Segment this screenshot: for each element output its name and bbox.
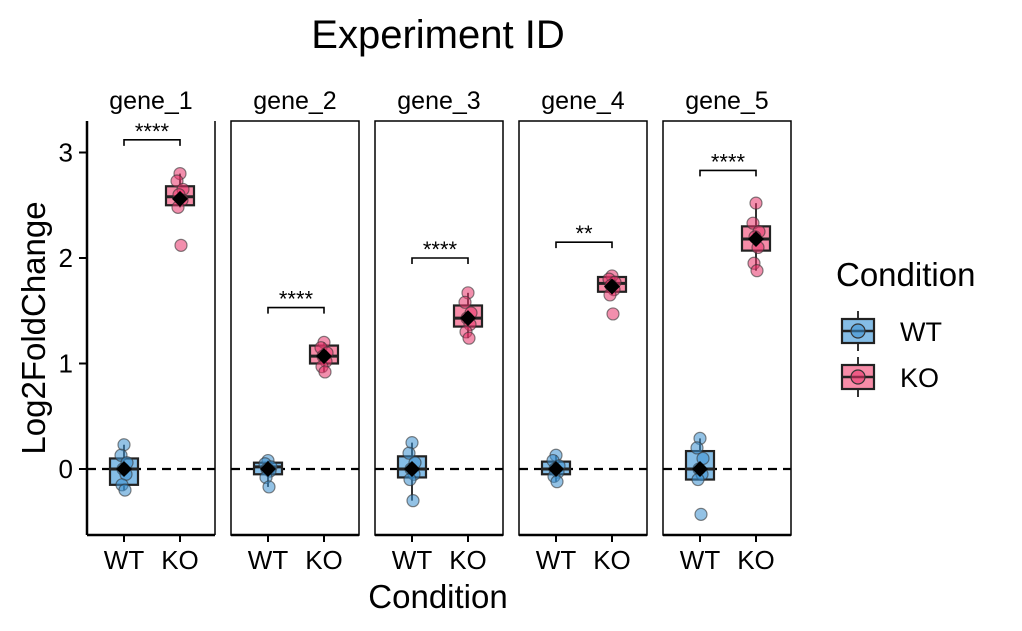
legend-label: KO: [900, 363, 939, 393]
data-point: [262, 480, 276, 494]
x-tick-label: KO: [737, 545, 775, 575]
legend-key-point: [850, 323, 866, 339]
mean-marker: [404, 461, 420, 477]
x-tick-label: WT: [248, 545, 289, 575]
mean-marker: [748, 231, 764, 248]
box-ko: [308, 335, 340, 379]
legend-key-point: [850, 369, 866, 385]
significance-label: ****: [423, 237, 458, 262]
panel-border: [518, 120, 648, 536]
significance-bracket: [123, 139, 181, 146]
data-point: [606, 307, 620, 321]
data-point: [749, 196, 763, 210]
facet-label: gene_2: [253, 87, 336, 115]
panel-border: [230, 120, 360, 536]
significance-bracket: [267, 306, 325, 314]
mean-marker: [548, 461, 564, 477]
mean-marker: [260, 461, 276, 477]
data-point: [403, 472, 417, 487]
mean-marker: [316, 348, 332, 365]
data-point: [118, 483, 132, 497]
x-axis-label: Condition: [368, 578, 507, 615]
y-tick-label: 3: [59, 138, 73, 168]
data-point: [174, 238, 188, 252]
box-wt: [540, 448, 572, 489]
facet-panel-gene_1: gene_1 **** WT KO: [85, 87, 216, 575]
y-axis: 0 1 2 3: [59, 138, 87, 484]
data-point: [402, 446, 416, 460]
y-axis-label: Log2FoldChange: [15, 201, 52, 454]
x-tick-label: KO: [449, 545, 487, 575]
x-tick-label: WT: [536, 545, 577, 575]
significance-bracket: [555, 241, 613, 249]
data-point: [550, 475, 564, 489]
box-wt: [252, 453, 284, 494]
data-point: [462, 331, 476, 345]
significance-bracket: [411, 257, 469, 264]
data-point: [406, 494, 420, 508]
legend-item-ko: KO: [840, 357, 939, 397]
mean-marker: [692, 461, 708, 477]
facet-label: gene_1: [109, 87, 192, 115]
significance-label: **: [575, 221, 593, 246]
legend: Condition WT KO: [836, 256, 975, 397]
data-point: [318, 365, 332, 379]
mean-marker: [172, 190, 188, 207]
data-point: [690, 441, 704, 455]
facet-label: gene_5: [685, 87, 768, 115]
legend-item-wt: WT: [840, 311, 942, 351]
y-tick-label: 2: [59, 243, 73, 273]
facet-label: gene_3: [397, 87, 480, 115]
facet-panel-gene_2: gene_2 **** WT KO: [230, 87, 360, 575]
y-tick-label: 1: [59, 349, 73, 379]
mean-marker: [460, 310, 476, 327]
data-point: [694, 507, 708, 521]
box-ko: [164, 167, 196, 252]
mean-marker: [604, 278, 620, 295]
box-ko: [740, 196, 772, 278]
significance-bracket: [699, 169, 757, 177]
panel-border: [662, 120, 792, 536]
facet-panels: gene_1 **** WT KO gene_2 **** WT KO gene_3 **** WT…: [85, 87, 792, 575]
box-wt: [108, 438, 140, 497]
box-wt: [684, 431, 716, 521]
significance-label: ****: [135, 119, 170, 144]
x-tick-label: WT: [680, 545, 721, 575]
facet-panel-gene_3: gene_3 **** WT KO: [374, 87, 504, 575]
x-tick-label: WT: [104, 545, 145, 575]
panel-border: [374, 120, 504, 536]
x-tick-label: KO: [593, 545, 631, 575]
data-point: [750, 264, 764, 278]
x-tick-label: WT: [392, 545, 433, 575]
chart-title: Experiment ID: [311, 13, 564, 57]
x-tick-label: KO: [305, 545, 343, 575]
box-ko: [596, 269, 628, 321]
data-point: [458, 295, 472, 309]
facet-panel-gene_4: gene_4 ** WT KO: [518, 87, 648, 575]
box-ko: [452, 286, 484, 345]
significance-label: ****: [279, 287, 314, 312]
y-tick-label: 0: [59, 454, 73, 484]
facet-panel-gene_5: gene_5 **** WT KO: [662, 87, 792, 575]
legend-title: Condition: [836, 256, 975, 293]
significance-label: ****: [711, 149, 746, 174]
legend-label: WT: [900, 317, 942, 347]
x-tick-label: KO: [161, 545, 199, 575]
facet-label: gene_4: [541, 87, 625, 115]
mean-marker: [116, 461, 132, 477]
data-point: [691, 472, 705, 487]
box-wt: [396, 436, 428, 508]
